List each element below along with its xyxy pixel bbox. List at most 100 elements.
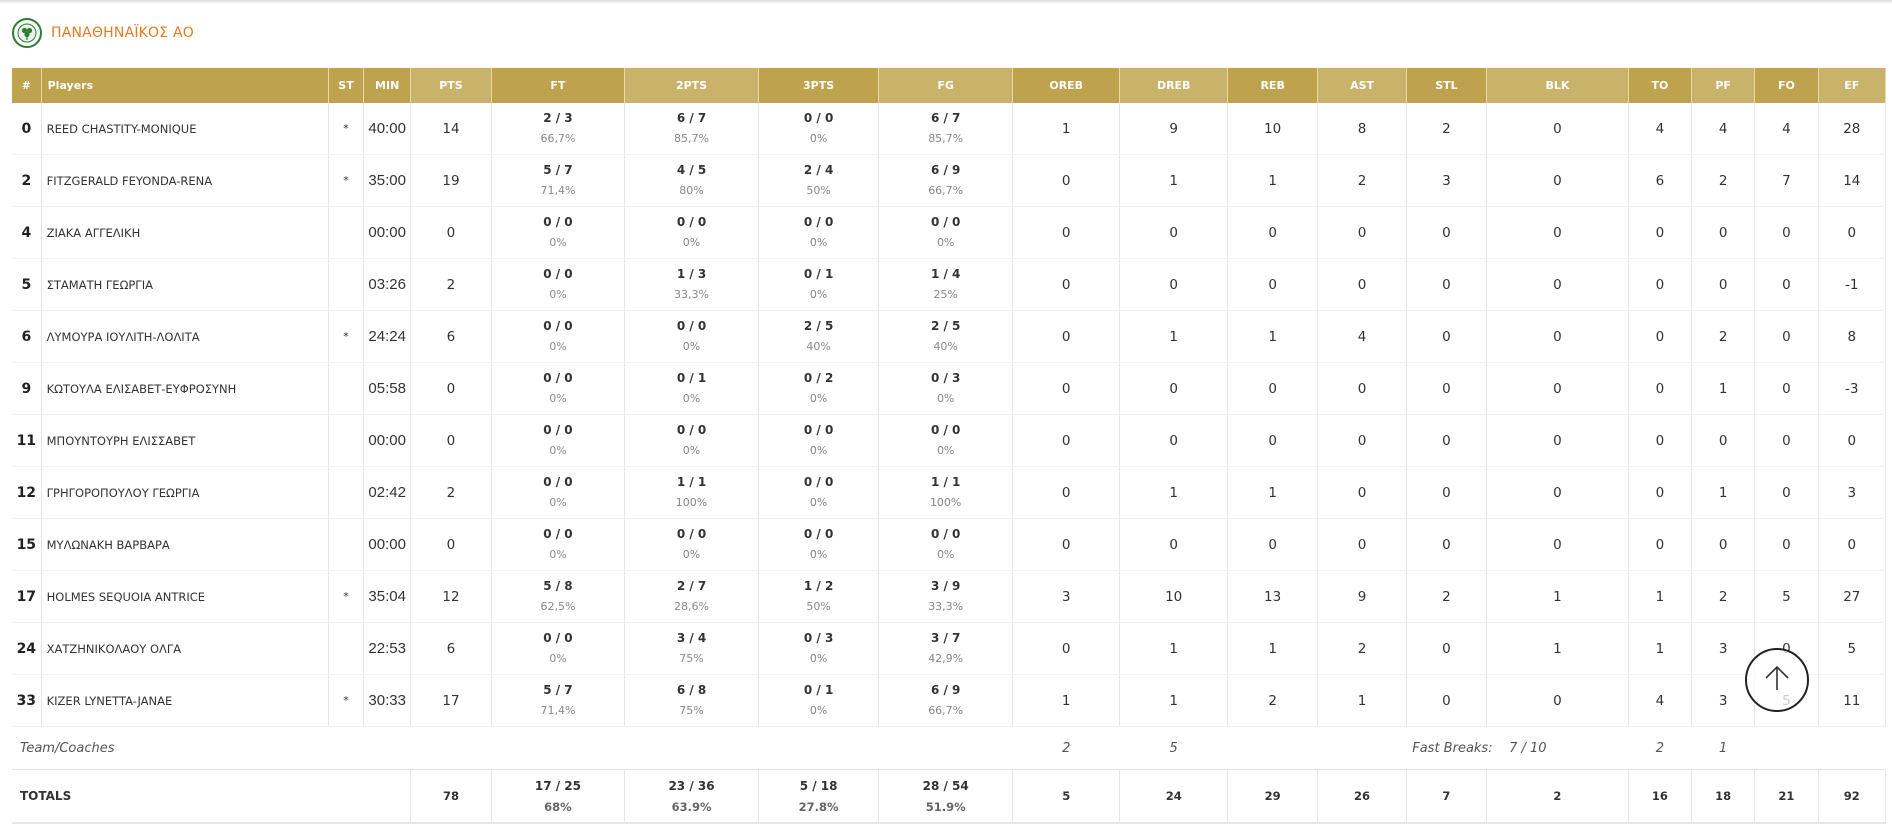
two-pointers-pct: 0% [682,392,701,405]
defensive-rebounds: 0 [1119,414,1228,467]
assists: 0 [1317,518,1407,571]
field-goals-made: 0 / 0 [930,527,961,541]
top-shadow [0,0,1892,4]
totals-reb: 29 [1227,769,1319,824]
personal-fouls: 0 [1691,414,1756,467]
points: 6 [410,310,492,363]
two-pointers-made: 1 / 1 [676,475,707,489]
personal-fouls: 2 [1691,154,1756,207]
field-goals-pct: 66,7% [928,704,964,717]
points: 2 [410,258,492,311]
three-pointers-pct: 0% [809,132,828,145]
rebounds: 0 [1227,206,1319,259]
two-pointers-made: 0 / 1 [676,371,707,385]
col-header-ft: FT [491,68,626,103]
player-name[interactable]: FITZGERALD FEYONDA-RENA [41,154,329,207]
col-header-dreb: DREB [1119,68,1228,103]
blocks: 0 [1486,674,1629,727]
fouls-drawn: 0 [1754,206,1819,259]
efficiency: -1 [1818,258,1887,311]
starter-marker: * [328,154,365,207]
player-name[interactable]: KIZER LYNETTA-JANAE [41,674,329,727]
rebounds: 13 [1227,570,1319,623]
field-goals-pct: 0% [936,236,955,249]
scroll-to-top-button[interactable] [1745,648,1809,712]
fast-breaks-label: Fast Breaks: [1412,740,1493,756]
team-name[interactable]: ΠΑΝΑΘΗΝΑΪΚΟΣ ΑΟ [51,25,194,41]
free-throws-made: 5 / 8 [543,579,573,593]
free-throws: 2 / 3 66,7% [491,103,626,155]
col-header-ast: AST [1317,68,1407,103]
two-pointers-pct: 75% [679,704,704,717]
points: 17 [410,674,492,727]
turnovers: 4 [1628,674,1693,727]
turnovers: 0 [1628,518,1693,571]
free-throws: 0 / 0 0% [491,310,626,363]
fouls-drawn: 0 [1754,466,1819,519]
player-name[interactable]: ΜΠΟΥΝΤΟΥΡΗ ΕΛΙΣΣΑΒΕΤ [41,414,329,467]
personal-fouls: 4 [1691,103,1756,155]
totals-row: TOTALS 78 17 / 25 68% 23 / 36 63.9% 5 / 18… [12,769,1887,824]
totals-fg-pct: 51.9% [925,799,966,814]
blocks: 0 [1486,206,1629,259]
two-pointers: 4 / 5 80% [624,154,759,207]
fouls-drawn: 0 [1754,310,1819,363]
col-header-oreb: OREB [1012,68,1121,103]
totals-oreb: 5 [1012,769,1121,824]
offensive-rebounds: 0 [1012,310,1121,363]
team-coaches-row: Team/Coaches 2 5 Fast Breaks: 7 / 10 2 1 [12,726,1886,770]
two-pointers-pct: 0% [682,236,701,249]
turnovers: 1 [1628,622,1693,675]
free-throws: 0 / 0 0% [491,258,626,311]
table-row: 15 ΜΥΛΩΝΑΚΗ ΒΑΡΒΑΡΑ 00:00 0 0 / 0 0% 0 / 0 0% 0 … [12,518,1887,571]
player-name[interactable]: HOLMES SEQUOIA ANTRICE [41,570,329,623]
totals-pf: 18 [1691,769,1756,824]
fast-breaks-value: 7 / 10 [1509,740,1547,756]
personal-fouls: 0 [1691,206,1756,259]
steals: 0 [1406,622,1488,675]
starter-marker: * [328,674,365,727]
totals-ef: 92 [1818,769,1887,824]
table-row: 5 ΣΤΑΜΑΤΗ ΓΕΩΡΓΙΑ 03:26 2 0 / 0 0% 1 / 3 33,3% 0… [12,258,1887,311]
totals-ft: 17 / 25 68% [491,769,626,824]
field-goals: 0 / 0 0% [878,518,1013,571]
player-name[interactable]: ΖΙΑΚΑ ΑΓΓΕΛΙΚΗ [41,206,329,259]
coaches-to: 2 [1628,726,1692,770]
defensive-rebounds: 1 [1119,622,1228,675]
assists: 9 [1317,570,1407,623]
free-throws: 0 / 0 0% [491,466,626,519]
turnovers: 1 [1628,570,1693,623]
arrow-up-icon [1763,664,1791,696]
points: 6 [410,622,492,675]
totals-pts: 78 [410,769,492,824]
field-goals-pct: 0% [936,444,955,457]
defensive-rebounds: 1 [1119,466,1228,519]
free-throws: 0 / 0 0% [491,362,626,415]
coaches-cell [1317,726,1407,770]
offensive-rebounds: 0 [1012,154,1121,207]
minutes: 40:00 [363,103,412,155]
player-name[interactable]: ΛΥΜΟΥΡΑ ΙΟΥΛΙΤΗ-ΛΟΛΙΤΑ [41,310,329,363]
rebounds: 10 [1227,103,1319,155]
defensive-rebounds: 9 [1119,103,1228,155]
starter-marker: * [328,570,365,623]
player-name[interactable]: ΧΑΤΖΗΝΙΚΟΛΑΟΥ ΟΛΓΑ [41,622,329,675]
free-throws-pct: 0% [549,444,567,457]
player-name[interactable]: REED CHASTITY-MONIQUE [41,103,329,155]
field-goals-pct: 0% [936,548,955,561]
three-pointers: 0 / 1 0% [758,674,880,727]
assists: 0 [1317,414,1407,467]
fouls-drawn: 0 [1754,362,1819,415]
coaches-dreb: 5 [1119,726,1228,770]
personal-fouls: 2 [1691,310,1756,363]
player-name[interactable]: ΓΡΗΓΟΡΟΠΟΥΛΟΥ ΓΕΩΡΓΙΑ [41,466,329,519]
two-pointers: 0 / 0 0% [624,206,759,259]
free-throws-pct: 0% [549,652,567,665]
player-name[interactable]: ΜΥΛΩΝΑΚΗ ΒΑΡΒΑΡΑ [41,518,329,571]
steals: 2 [1406,570,1488,623]
player-name[interactable]: ΚΩΤΟΥΛΑ ΕΛΙΣΑΒΕΤ-ΕΥΦΡΟΣΥΝΗ [41,362,329,415]
totals-2pts: 23 / 36 63.9% [624,769,759,824]
efficiency: 5 [1818,622,1887,675]
player-name[interactable]: ΣΤΑΜΑΤΗ ΓΕΩΡΓΙΑ [41,258,329,311]
blocks: 0 [1486,154,1629,207]
